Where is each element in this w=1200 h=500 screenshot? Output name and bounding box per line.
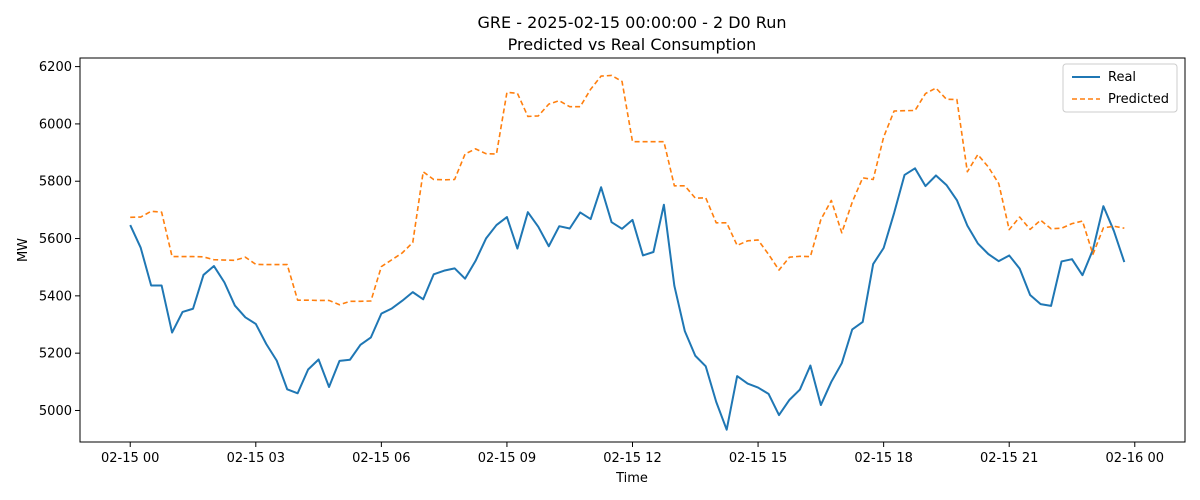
y-tick-label: 5600 bbox=[39, 232, 72, 247]
x-tick-label: 02-15 12 bbox=[603, 451, 661, 466]
y-tick-label: 5000 bbox=[39, 404, 72, 419]
chart-subtitle: Predicted vs Real Consumption bbox=[508, 35, 757, 54]
plot-area: 02-15 00 02-15 03 02-15 06 02-15 09 02-15 12… bbox=[39, 57, 1186, 466]
chart-title: GRE - 2025-02-15 00:00:00 - 2 D0 Run bbox=[478, 13, 787, 32]
series-line-predicted bbox=[130, 74, 1125, 306]
y-axis-title: MW bbox=[16, 238, 31, 262]
x-tick-label: 02-15 06 bbox=[352, 451, 410, 466]
y-tick-label: 6200 bbox=[39, 60, 72, 75]
x-tick-label: 02-15 21 bbox=[980, 451, 1038, 466]
legend: Real Predicted bbox=[1062, 63, 1178, 113]
y-tick-label: 5800 bbox=[39, 175, 72, 190]
x-axis-title: Time bbox=[615, 471, 648, 486]
y-tick-label: 5200 bbox=[39, 347, 72, 362]
x-tick-label: 02-15 00 bbox=[101, 451, 159, 466]
legend-label-predicted: Predicted bbox=[1108, 92, 1169, 107]
x-tick-label: 02-15 03 bbox=[227, 451, 285, 466]
series-line-real bbox=[129, 167, 1126, 431]
x-tick-label: 02-16 00 bbox=[1106, 451, 1164, 466]
x-tick-label: 02-15 09 bbox=[478, 451, 536, 466]
y-tick-label: 6000 bbox=[39, 117, 72, 132]
x-tick-label: 02-15 18 bbox=[854, 451, 912, 466]
y-tick-label: 5400 bbox=[39, 289, 72, 304]
x-tick-label: 02-15 15 bbox=[729, 451, 787, 466]
legend-label-real: Real bbox=[1108, 70, 1136, 85]
